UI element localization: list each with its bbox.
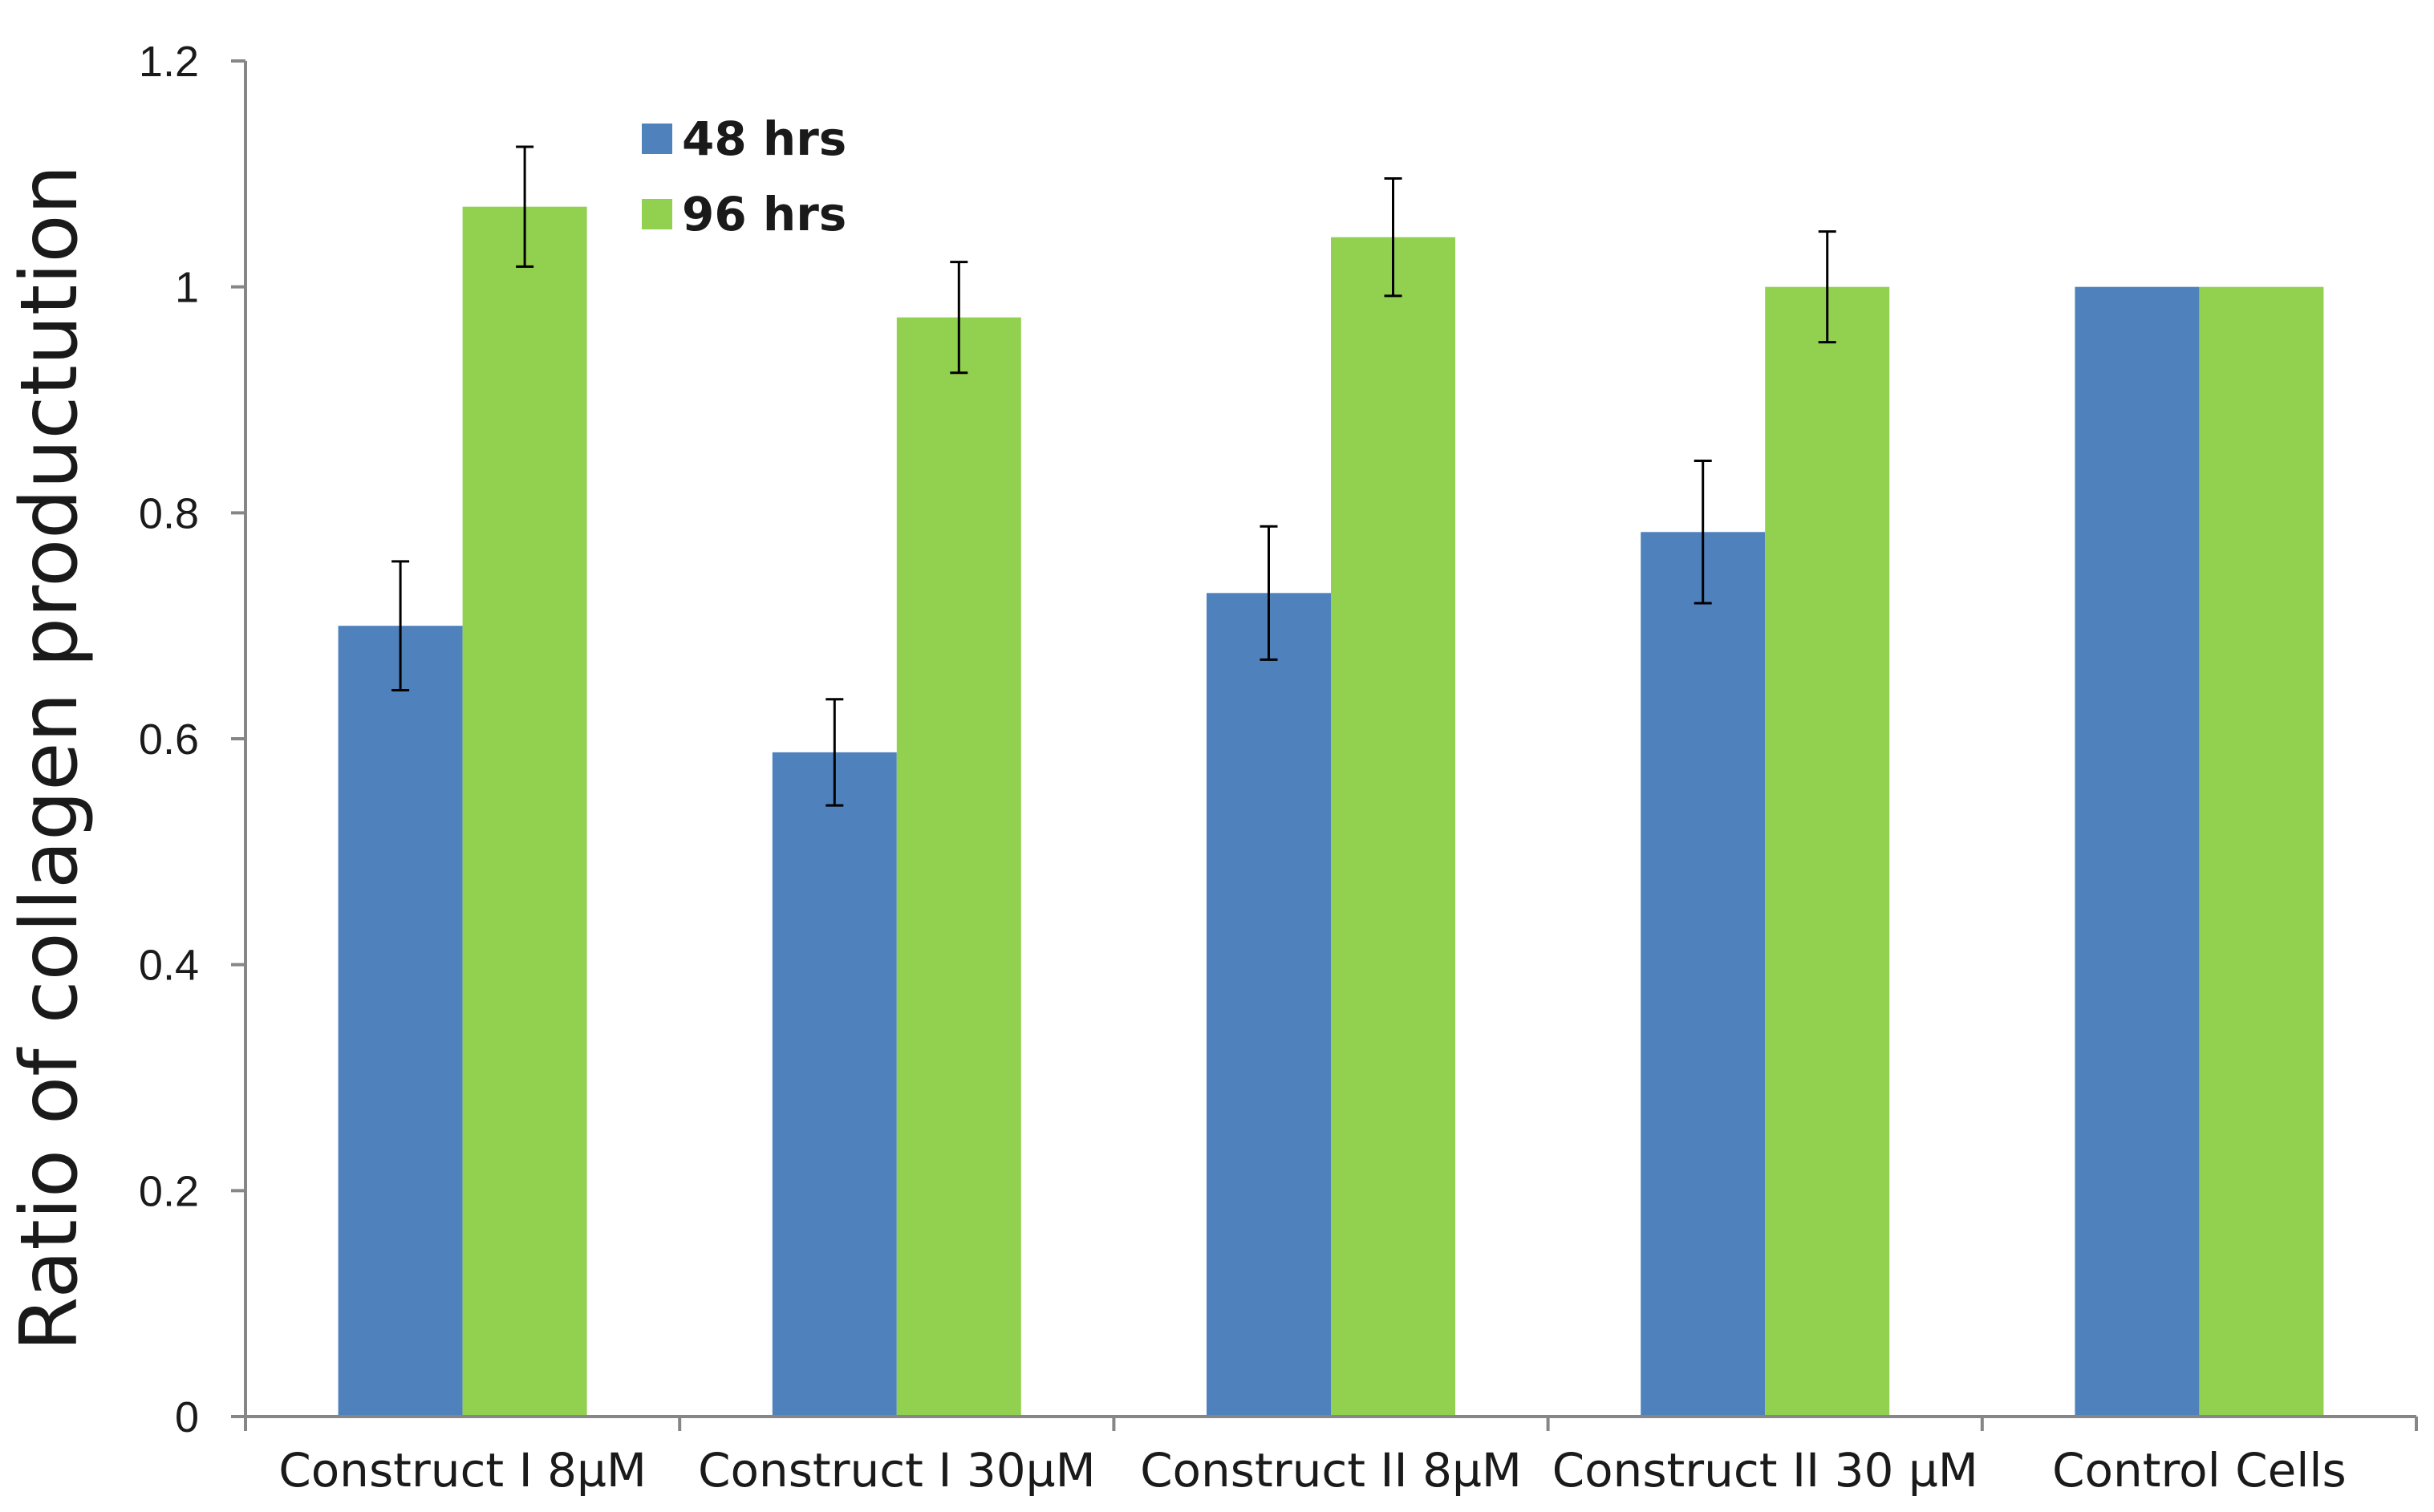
x-category-label-2: Construct II 8µM	[1140, 1443, 1522, 1498]
bar-96h-2	[1331, 237, 1455, 1417]
legend-swatch-48h	[642, 124, 672, 154]
error-bar-48h-2	[1260, 525, 1278, 661]
legend-swatch-96h	[642, 199, 672, 229]
bar-48h-2	[1207, 593, 1331, 1417]
bar-48h-1	[772, 752, 897, 1417]
x-category-label-4: Control Cells	[2052, 1443, 2347, 1498]
bar-48h-4	[2075, 286, 2200, 1417]
error-bar-48h-3	[1694, 460, 1712, 605]
bar-96h-1	[896, 317, 1021, 1417]
x-category-label-1: Construct I 30µM	[698, 1443, 1096, 1498]
x-category-label-3: Construct II 30 µM	[1552, 1443, 1978, 1498]
legend-label-48h: 48 hrs	[682, 111, 846, 166]
error-bar-96h-1	[950, 261, 968, 375]
legend: 48 hrs 96 hrs	[642, 111, 846, 241]
error-bar-96h-0	[516, 145, 534, 268]
y-tick-label-4: 0.8	[139, 489, 199, 537]
bar-96h-4	[2199, 286, 2324, 1417]
bar-96h-0	[462, 206, 587, 1417]
y-tick-label-3: 0.6	[139, 715, 199, 764]
bar-96h-3	[1765, 286, 1890, 1417]
legend-label-96h: 96 hrs	[682, 187, 846, 241]
y-tick-label-6: 1.2	[139, 38, 199, 86]
y-axis-title: Ratio of collagen productution	[4, 164, 95, 1351]
x-category-label-0: Construct I 8µM	[278, 1443, 647, 1498]
bar-48h-3	[1641, 532, 1766, 1417]
error-bar-48h-1	[826, 698, 844, 807]
y-tick-label-2: 0.4	[139, 942, 199, 990]
error-bar-96h-3	[1818, 230, 1836, 344]
error-bar-48h-0	[391, 560, 410, 691]
y-tick-label-5: 1	[175, 264, 199, 312]
y-tick-label-0: 0	[175, 1393, 199, 1441]
error-bar-96h-2	[1384, 176, 1402, 298]
y-tick-label-1: 0.2	[139, 1167, 199, 1215]
bar-48h-0	[338, 626, 463, 1417]
